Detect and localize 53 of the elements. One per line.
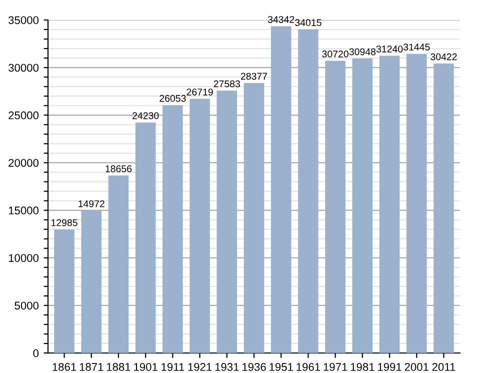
x-tick-label: 1991 — [378, 363, 402, 371]
bar — [379, 56, 400, 353]
data-label: 27583 — [214, 80, 240, 88]
x-tick-label: 1936 — [242, 363, 266, 371]
data-label: 31445 — [403, 44, 430, 51]
bar — [81, 210, 102, 353]
data-label: 24230 — [132, 112, 159, 120]
data-label: 30948 — [349, 48, 376, 56]
y-tick-label: 0 — [33, 349, 39, 358]
x-tick-label: 1961 — [296, 363, 320, 371]
bar — [406, 54, 427, 353]
bar — [434, 64, 454, 353]
bar — [325, 60, 346, 353]
bar — [190, 98, 210, 353]
x-tick-label: 1881 — [106, 363, 130, 371]
x-tick-label: 1901 — [134, 363, 158, 371]
x-tick-label: 1871 — [80, 363, 104, 371]
bar — [135, 122, 156, 353]
bar — [162, 105, 183, 353]
y-tick-label: 35000 — [8, 16, 39, 24]
data-label: 30422 — [430, 53, 457, 60]
data-label: 31240 — [376, 46, 403, 52]
y-tick-label: 10000 — [8, 254, 39, 262]
data-label: 34342 — [268, 16, 294, 23]
y-tick-label: 30000 — [8, 64, 39, 72]
x-tick-label: 1931 — [215, 363, 239, 371]
x-tick-label: 1971 — [324, 363, 348, 371]
x-tick-label: 1981 — [350, 363, 374, 371]
data-label: 26719 — [186, 88, 213, 96]
y-tick-label: 15000 — [8, 206, 39, 214]
bar — [298, 29, 318, 353]
data-label: 18656 — [106, 165, 132, 172]
x-tick-label: 1861 — [52, 363, 76, 371]
x-tick-label: 1911 — [162, 363, 184, 371]
x-tick-label: 2011 — [432, 363, 456, 371]
bar — [270, 26, 292, 353]
data-label: 14972 — [78, 200, 104, 208]
data-label: 28377 — [240, 72, 268, 80]
data-label: 12985 — [51, 219, 78, 226]
data-label: 34015 — [295, 19, 322, 26]
bar — [244, 83, 264, 353]
data-label: 26053 — [160, 94, 186, 102]
y-tick-label: 25000 — [8, 111, 39, 120]
bar — [352, 58, 373, 353]
bar — [54, 229, 74, 353]
x-tick-label: 1921 — [188, 363, 212, 371]
y-tick-label: 5000 — [14, 302, 39, 310]
data-label: 30720 — [322, 50, 348, 58]
x-tick-label: 2001 — [404, 363, 428, 371]
y-tick-label: 20000 — [8, 158, 39, 167]
x-tick-label: 1951 — [270, 363, 293, 371]
bar — [108, 176, 129, 353]
bar — [216, 90, 238, 353]
